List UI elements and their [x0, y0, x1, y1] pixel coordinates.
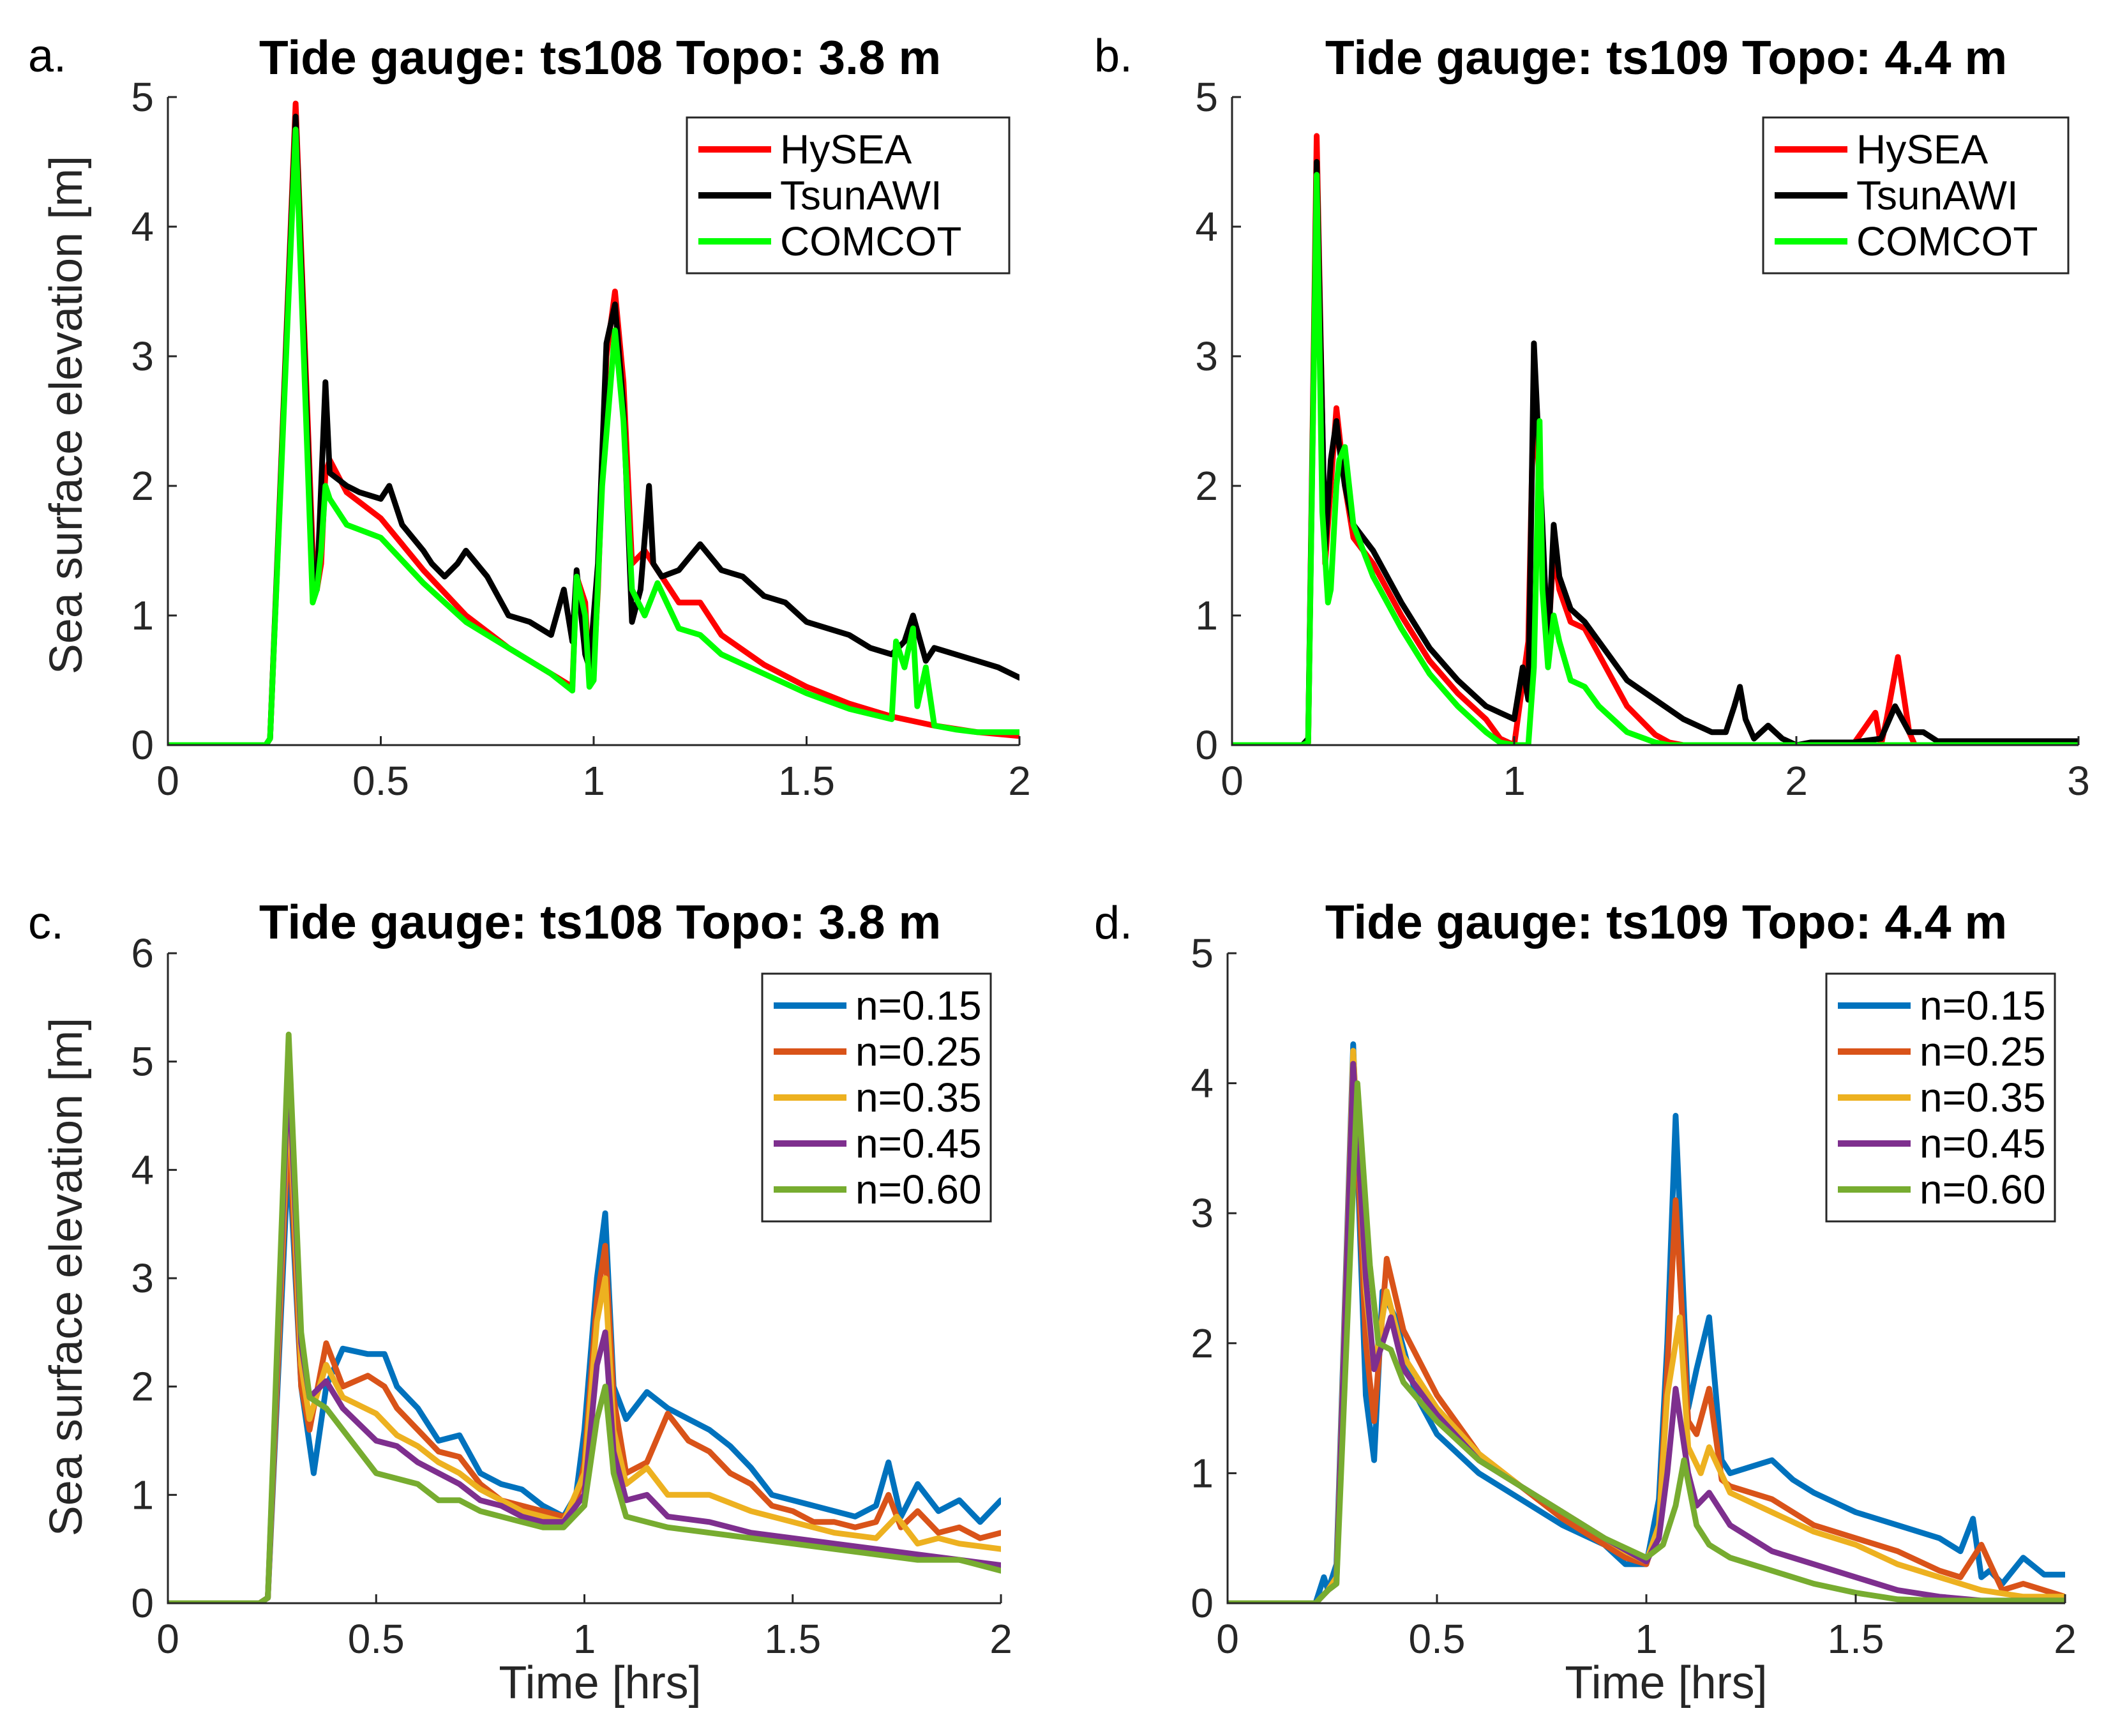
series-line-d-n-0-15 — [1228, 1041, 2065, 1603]
panel-d-title: Tide gauge: ts109 Topo: 4.4 m — [1325, 895, 2007, 949]
x-tick-label: 0 — [1216, 1616, 1239, 1662]
x-tick-label: 2 — [1785, 758, 1808, 804]
legend-label: COMCOT — [1856, 218, 2038, 264]
legend-label: HySEA — [1856, 126, 1988, 172]
y-tick-label: 3 — [1191, 1190, 1214, 1236]
y-tick-label: 3 — [131, 333, 154, 379]
y-tick-label: 2 — [131, 463, 154, 509]
y-tick-label: 5 — [131, 74, 154, 120]
panel-c-plot: 0 0.5 1 1.5 2 0 1 2 3 4 5 6 n=0.15n=0.25n=0.35n=0.45… — [131, 930, 1012, 1662]
panel-b-title: Tide gauge: ts109 Topo: 4.4 m — [1325, 31, 2007, 84]
legend-label: n=0.45 — [855, 1121, 982, 1166]
panel-a: a. Tide gauge: ts108 Topo: 3.8 m 0 0.5 1 1.… — [28, 31, 1031, 804]
legend-label: TsunAWI — [1856, 172, 2019, 218]
series-line-c-n-0-60 — [168, 1031, 1001, 1603]
panel-label-d: d. — [1094, 898, 1132, 949]
x-tick-label: 0 — [1221, 758, 1244, 804]
panel-label-b: b. — [1094, 31, 1132, 82]
legend-d: n=0.15n=0.25n=0.35n=0.45n=0.60 — [1825, 972, 2056, 1223]
legend-c: n=0.15n=0.25n=0.35n=0.45n=0.60 — [761, 972, 992, 1223]
y-tick-label: 2 — [131, 1364, 154, 1410]
y-tick-label: 6 — [131, 930, 154, 976]
series-line-c-n-0-25 — [168, 1113, 1001, 1603]
y-tick-label: 2 — [1195, 463, 1218, 509]
y-tick-label: 5 — [1191, 930, 1214, 976]
panel-b: b. Tide gauge: ts109 Topo: 4.4 m 0 1 2 3 0 1 2… — [1094, 31, 2090, 804]
panel-label-a: a. — [28, 31, 66, 82]
x-tick-label: 0.5 — [348, 1616, 405, 1662]
legend-label: TsunAWI — [780, 172, 942, 218]
x-tick-label: 2 — [2054, 1616, 2077, 1662]
x-axis-label-c: Time [hrs] — [499, 1657, 701, 1709]
panel-c: c. Tide gauge: ts108 Topo: 3.8 m 0 0.5 1 1.… — [28, 895, 1012, 1662]
x-tick-label: 1.5 — [778, 758, 835, 804]
series-line-a-comcot — [168, 126, 1019, 745]
y-axis-label-bottom: Sea surface elevation [m] — [41, 1018, 92, 1536]
x-tick-label: 1.5 — [1828, 1616, 1884, 1662]
y-tick-label: 0 — [131, 1580, 154, 1626]
panel-c-title: Tide gauge: ts108 Topo: 3.8 m — [259, 895, 941, 949]
legend-label: HySEA — [780, 126, 912, 172]
y-tick-label: 4 — [1195, 204, 1218, 250]
y-tick-label: 4 — [131, 204, 154, 250]
y-tick-label: 1 — [1195, 593, 1218, 638]
x-tick-label: 0.5 — [352, 758, 409, 804]
y-tick-label: 1 — [131, 593, 154, 638]
y-tick-label: 3 — [1195, 333, 1218, 379]
x-tick-label: 1 — [1635, 1616, 1658, 1662]
y-tick-label: 5 — [131, 1039, 154, 1085]
series-line-d-n-0-60 — [1228, 1080, 2065, 1603]
y-tick-label: 0 — [1191, 1580, 1214, 1626]
x-tick-label: 0 — [156, 1616, 179, 1662]
panel-d-plot: 0 0.5 1 1.5 2 0 1 2 3 4 5 n=0.15n=0.25n=0.35n=0.45n… — [1191, 930, 2076, 1662]
x-tick-label: 2 — [989, 1616, 1012, 1662]
y-tick-label: 0 — [131, 722, 154, 768]
legend-label: n=0.35 — [855, 1075, 982, 1121]
panel-d: d. Tide gauge: ts109 Topo: 4.4 m 0 0.5 1 1.… — [1094, 895, 2077, 1662]
x-tick-label: 1 — [573, 1616, 596, 1662]
y-tick-label: 3 — [131, 1255, 154, 1301]
legend-label: n=0.45 — [1920, 1121, 2046, 1166]
y-tick-label: 2 — [1191, 1320, 1214, 1366]
x-tick-label: 1 — [582, 758, 605, 804]
y-tick-label: 4 — [131, 1147, 154, 1193]
legend-label: n=0.60 — [1920, 1166, 2046, 1212]
y-tick-label: 0 — [1195, 722, 1218, 768]
panel-a-title: Tide gauge: ts108 Topo: 3.8 m — [259, 31, 941, 84]
legend-label: n=0.25 — [855, 1029, 982, 1075]
legend-label: n=0.15 — [1920, 983, 2046, 1029]
series-line-c-n-0-45 — [168, 1059, 1001, 1603]
panel-label-c: c. — [28, 898, 64, 949]
legend-box — [686, 116, 1011, 275]
legend-label: n=0.15 — [855, 983, 982, 1029]
legend-label: n=0.25 — [1920, 1029, 2046, 1075]
y-axis-label-top: Sea surface elevation [m] — [41, 156, 92, 674]
legend-label: n=0.35 — [1920, 1075, 2046, 1121]
legend-label: n=0.60 — [855, 1166, 982, 1212]
x-axis-label-d: Time [hrs] — [1565, 1657, 1767, 1709]
x-tick-label: 1.5 — [764, 1616, 821, 1662]
y-tick-label: 4 — [1191, 1060, 1214, 1106]
x-tick-label: 2 — [1008, 758, 1031, 804]
x-tick-label: 0.5 — [1409, 1616, 1466, 1662]
x-tick-label: 0 — [156, 758, 179, 804]
x-tick-label: 3 — [2067, 758, 2090, 804]
series-line-c-n-0-15 — [168, 1145, 1001, 1603]
x-tick-label: 1 — [1503, 758, 1526, 804]
y-tick-label: 5 — [1195, 74, 1218, 120]
y-tick-label: 1 — [131, 1472, 154, 1518]
legend-label: COMCOT — [780, 218, 961, 264]
y-tick-label: 1 — [1191, 1450, 1214, 1496]
series-line-b-comcot — [1232, 172, 2079, 745]
